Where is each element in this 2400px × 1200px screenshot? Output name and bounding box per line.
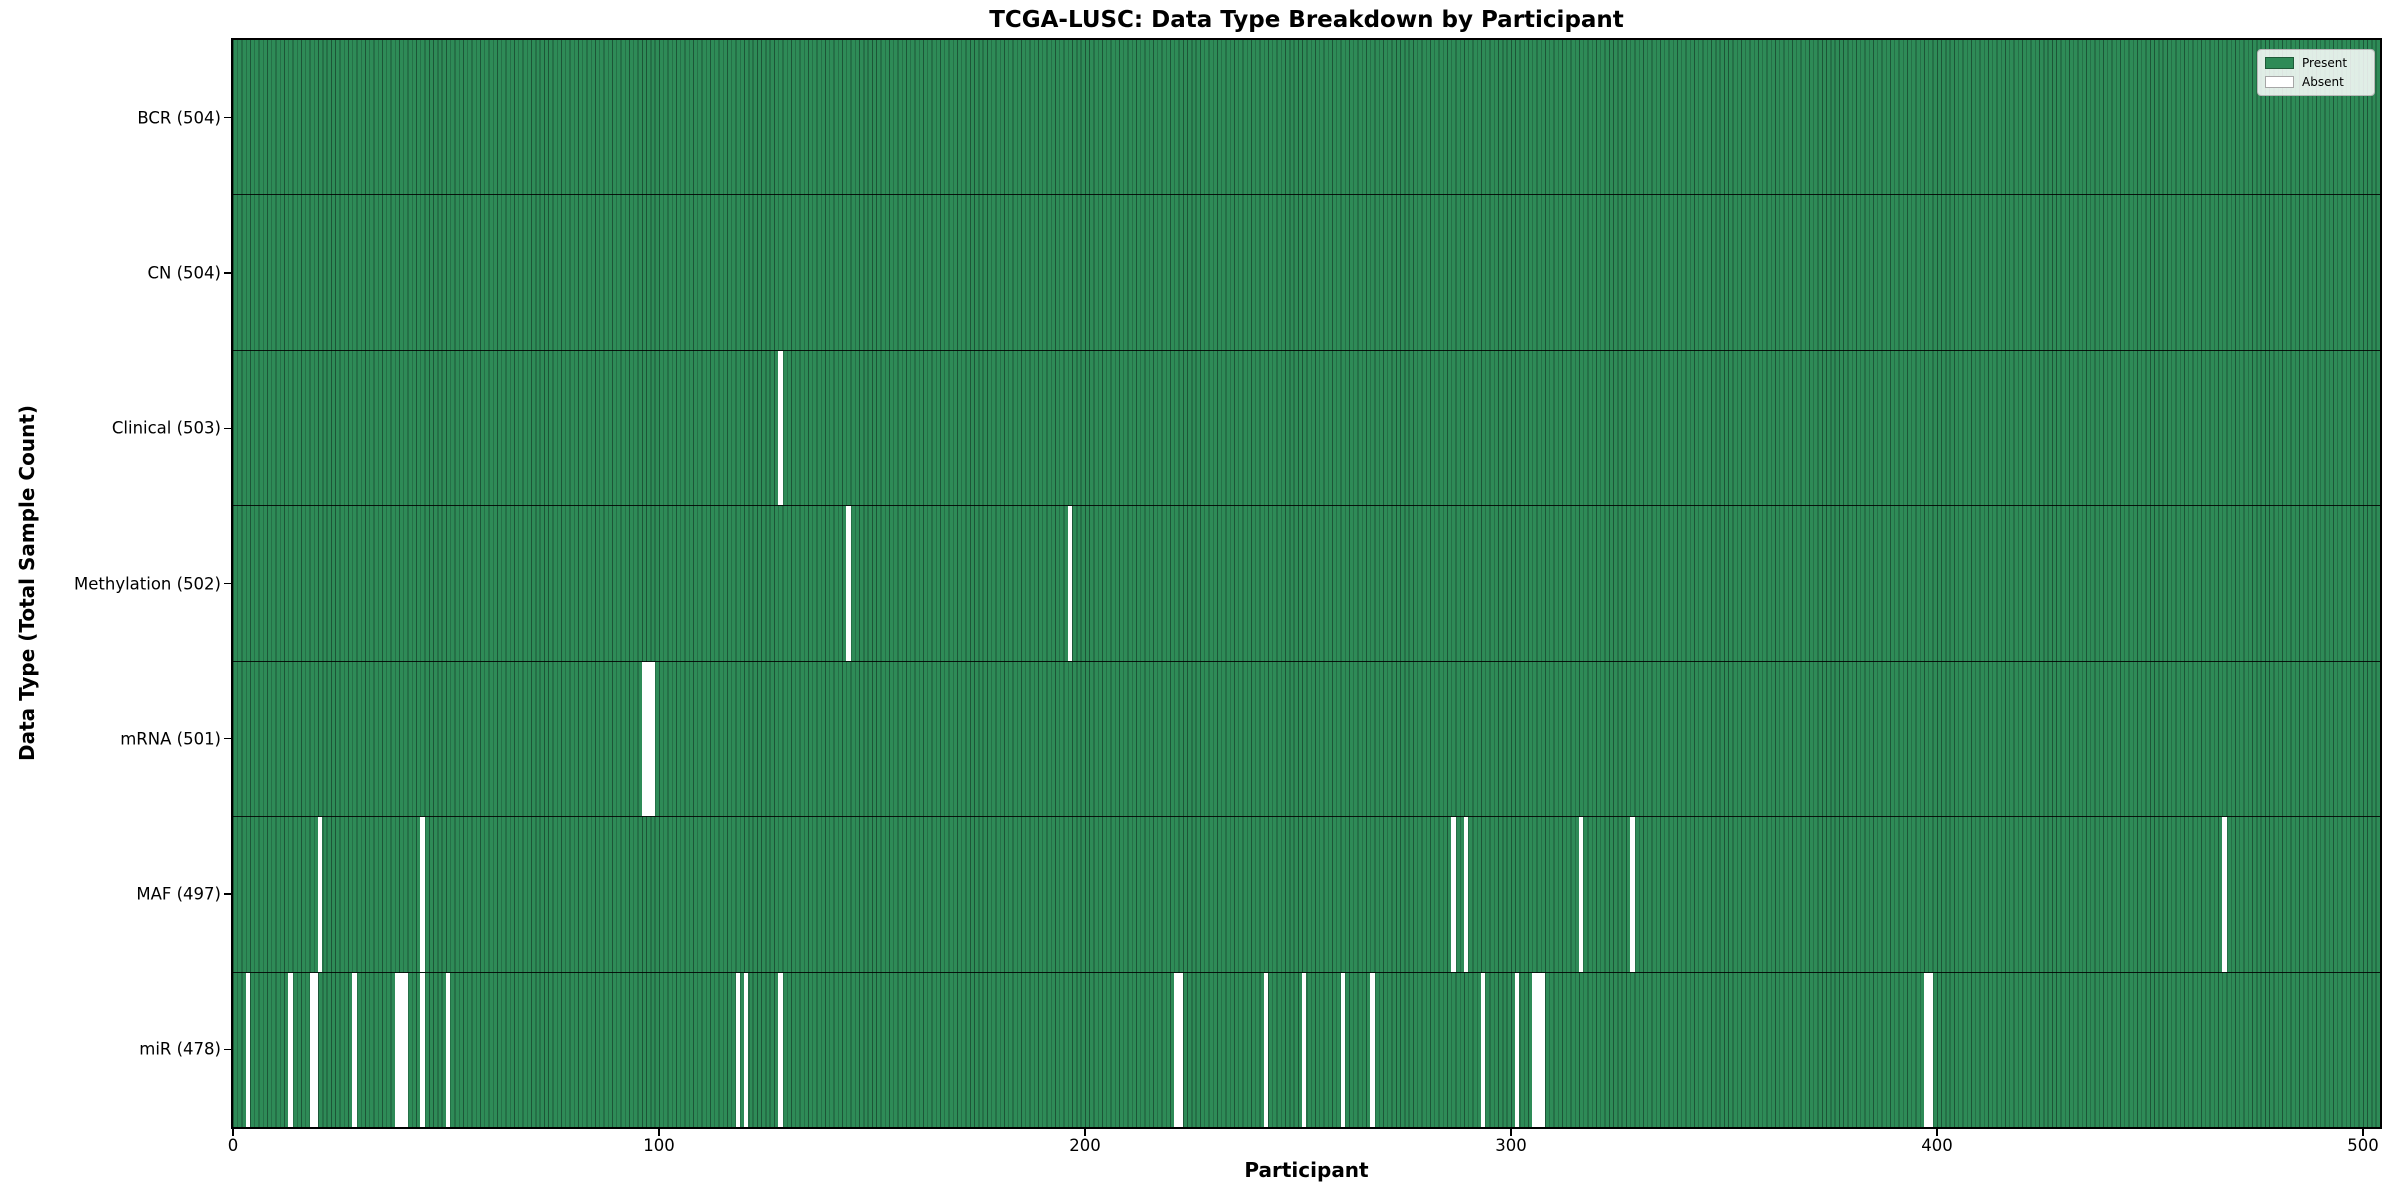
absent-stripe [1515,972,1520,1127]
y-tick-mark [224,272,232,274]
y-tick-mark [224,582,232,585]
x-tick-mark [2362,1127,2364,1136]
absent-stripe [1464,817,1469,972]
x-tick-label: 500 [2347,1136,2379,1155]
absent-stripe [394,972,400,1127]
absent-stripe [2222,817,2227,972]
absent-stripe [1536,972,1541,1127]
legend: Present Absent [2257,49,2375,96]
absent-stripe [650,661,655,817]
absent-stripe [1067,506,1073,661]
y-tick-label: Clinical (503) [111,418,221,438]
absent-stripe [1174,972,1179,1127]
absent-stripe [1370,972,1375,1127]
y-tick-label: MAF (497) [136,884,221,904]
absent-stripe [309,972,314,1127]
data-row-clinical [233,349,2380,506]
absent-stripe [1302,972,1307,1127]
y-axis-title: Data Type (Total Sample Count) [15,404,39,762]
absent-stripe [1481,972,1486,1127]
x-tick-mark [1936,1127,1938,1136]
absent-stripe [778,350,783,506]
data-row-mrna [233,660,2380,817]
absent-stripe [1540,972,1546,1127]
y-tick-label: Methylation (502) [74,574,221,593]
data-row-methylation [233,505,2380,661]
legend-entry-present: Present [2265,56,2367,70]
absent-stripe [445,972,451,1127]
absent-stripe [313,972,319,1127]
legend-entry-absent: Absent [2265,75,2367,89]
absent-stripe [288,972,293,1127]
y-tick-label: miR (478) [139,1039,221,1059]
y-tick-mark [224,738,232,740]
absent-stripe [1630,817,1635,972]
absent-stripe [1532,972,1537,1127]
present-swatch [2265,57,2294,69]
legend-label-absent: Absent [2302,75,2344,89]
absent-stripe [1924,972,1929,1127]
x-tick-mark [1510,1127,1512,1136]
x-tick-mark [232,1127,234,1136]
absent-stripe [1178,972,1183,1127]
y-tick-label: CN (504) [147,263,221,283]
x-tick-label: 400 [1921,1136,1953,1155]
x-tick-label: 200 [1069,1136,1101,1155]
data-row-mir [233,971,2380,1127]
absent-stripe [778,972,783,1127]
absent-stripe [735,972,740,1127]
absent-stripe [744,972,749,1127]
x-tick-label: 300 [1495,1136,1527,1155]
y-tick-mark [224,893,232,895]
y-tick-label: mRNA (501) [120,729,221,749]
absent-stripe [641,661,647,817]
x-tick-label: 0 [227,1136,239,1155]
y-tick-mark [224,1048,232,1051]
y-tick-label: BCR (504) [137,108,221,128]
absent-stripe [1928,972,1933,1127]
x-axis-title: Participant [1244,1158,1369,1182]
y-tick-mark [224,427,232,429]
absent-stripe [420,972,425,1127]
data-row-bcr [233,40,2380,195]
legend-label-present: Present [2302,56,2348,70]
data-row-cn [233,194,2380,350]
x-tick-label: 100 [643,1136,675,1155]
chart-title: TCGA-LUSC: Data Type Breakdown by Partic… [989,7,1624,33]
x-tick-mark [1084,1127,1086,1136]
data-row-maf [233,816,2380,972]
y-tick-mark [224,116,232,119]
absent-stripe [420,817,425,972]
absent-stripe [403,972,408,1127]
x-tick-mark [658,1127,660,1136]
absent-swatch [2265,76,2294,88]
absent-stripe [1451,817,1456,972]
absent-stripe [646,661,651,817]
absent-stripe [245,972,251,1127]
absent-stripe [318,817,323,972]
absent-stripe [1263,972,1269,1127]
absent-stripe [352,972,357,1127]
absent-stripe [1340,972,1345,1127]
absent-stripe [846,506,851,661]
absent-stripe [399,972,404,1127]
absent-stripe [1579,817,1584,972]
plot-area: Present Absent [231,38,2382,1129]
